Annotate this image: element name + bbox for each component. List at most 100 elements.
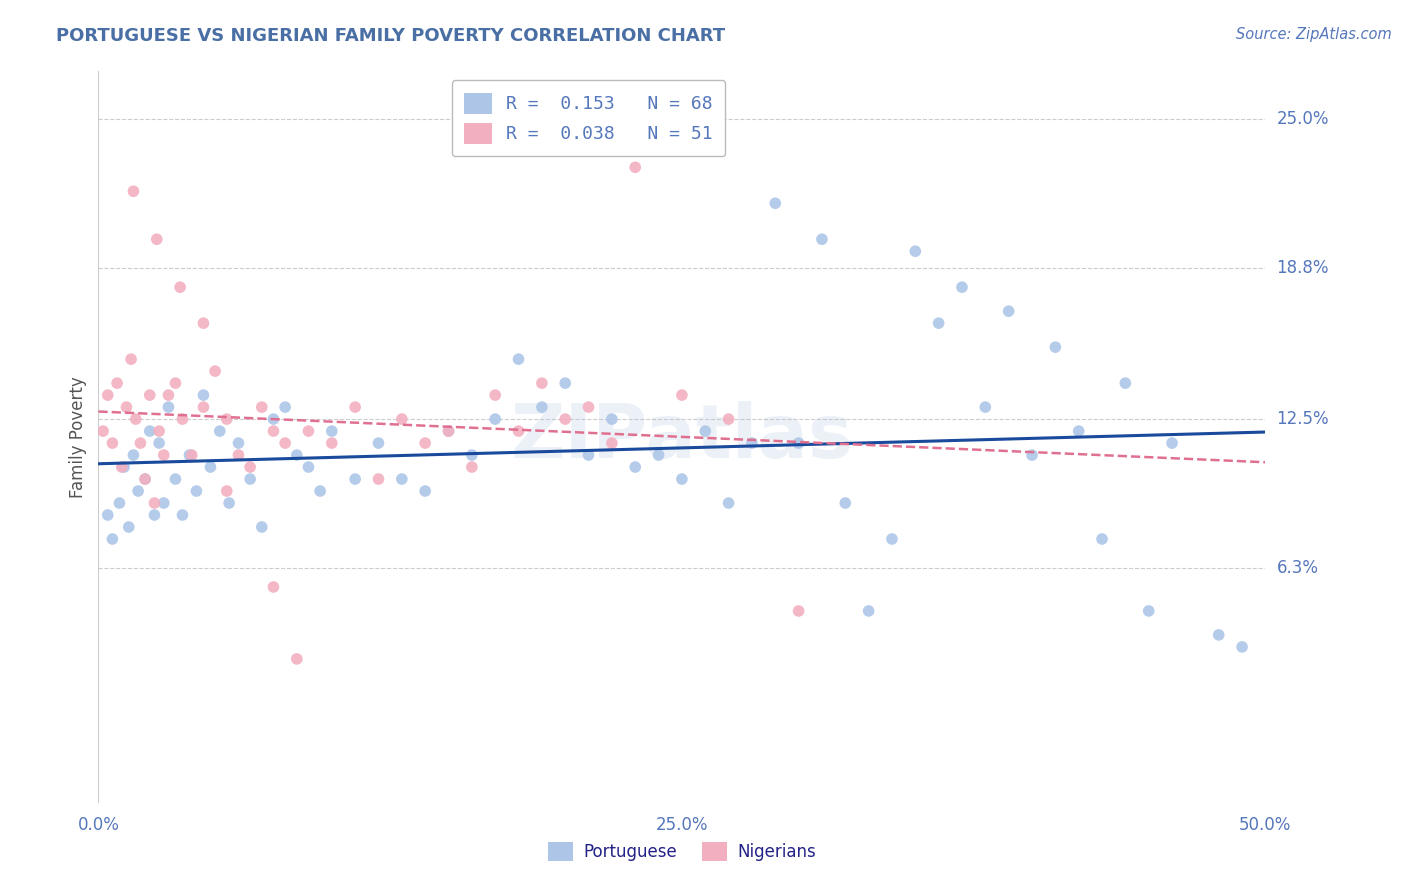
- Point: [695, 424, 717, 438]
- Point: [139, 388, 162, 402]
- Point: [600, 436, 623, 450]
- Text: 18.8%: 18.8%: [1277, 259, 1329, 277]
- Point: [554, 412, 576, 426]
- Point: [228, 436, 250, 450]
- Point: [250, 520, 273, 534]
- Point: [321, 436, 343, 450]
- Point: [108, 496, 131, 510]
- Point: [1021, 448, 1043, 462]
- Point: [297, 424, 319, 438]
- Point: [344, 400, 367, 414]
- Point: [91, 424, 114, 438]
- Legend: Portuguese, Nigerians: Portuguese, Nigerians: [541, 835, 823, 868]
- Point: [215, 483, 238, 498]
- Point: [1161, 436, 1184, 450]
- Point: [118, 520, 141, 534]
- Point: [120, 352, 142, 367]
- Point: [1230, 640, 1253, 654]
- Point: [671, 388, 693, 402]
- Point: [111, 460, 134, 475]
- Point: [484, 412, 506, 426]
- Point: [858, 604, 880, 618]
- Point: [717, 496, 740, 510]
- Point: [950, 280, 973, 294]
- Point: [250, 400, 273, 414]
- Point: [193, 316, 215, 330]
- Point: [274, 436, 297, 450]
- Point: [274, 400, 297, 414]
- Point: [309, 483, 332, 498]
- Point: [101, 436, 124, 450]
- Point: [179, 448, 201, 462]
- Point: [578, 400, 600, 414]
- Point: [262, 580, 284, 594]
- Point: [97, 388, 120, 402]
- Point: [624, 460, 647, 475]
- Point: [186, 483, 208, 498]
- Point: [134, 472, 156, 486]
- Point: [437, 424, 460, 438]
- Point: [391, 412, 413, 426]
- Point: [974, 400, 997, 414]
- Point: [285, 448, 308, 462]
- Point: [105, 376, 128, 391]
- Point: [554, 376, 576, 391]
- Point: [112, 460, 135, 475]
- Point: [413, 483, 436, 498]
- Point: [787, 604, 810, 618]
- Point: [880, 532, 903, 546]
- Point: [508, 424, 530, 438]
- Point: [344, 472, 367, 486]
- Y-axis label: Family Poverty: Family Poverty: [69, 376, 87, 498]
- Point: [143, 508, 166, 522]
- Point: [904, 244, 927, 259]
- Point: [530, 376, 553, 391]
- Point: [172, 508, 194, 522]
- Point: [508, 352, 530, 367]
- Point: [461, 448, 484, 462]
- Point: [143, 496, 166, 510]
- Point: [787, 436, 810, 450]
- Point: [262, 424, 284, 438]
- Point: [530, 400, 553, 414]
- Point: [391, 472, 413, 486]
- Point: [115, 400, 138, 414]
- Point: [152, 496, 174, 510]
- Text: 12.5%: 12.5%: [1277, 410, 1329, 428]
- Point: [165, 472, 187, 486]
- Point: [367, 436, 389, 450]
- Point: [172, 412, 194, 426]
- Point: [139, 424, 162, 438]
- Point: [1114, 376, 1136, 391]
- Point: [1067, 424, 1090, 438]
- Point: [647, 448, 669, 462]
- Point: [671, 472, 693, 486]
- Point: [484, 388, 506, 402]
- Point: [152, 448, 174, 462]
- Point: [763, 196, 786, 211]
- Point: [1091, 532, 1114, 546]
- Point: [208, 424, 231, 438]
- Point: [122, 184, 145, 198]
- Point: [148, 424, 170, 438]
- Point: [321, 424, 343, 438]
- Point: [262, 412, 284, 426]
- Point: [157, 388, 180, 402]
- Point: [997, 304, 1019, 318]
- Point: [285, 652, 308, 666]
- Point: [129, 436, 152, 450]
- Point: [204, 364, 226, 378]
- Point: [125, 412, 148, 426]
- Point: [1208, 628, 1230, 642]
- Text: Source: ZipAtlas.com: Source: ZipAtlas.com: [1236, 27, 1392, 42]
- Text: 25.0%: 25.0%: [1277, 111, 1329, 128]
- Point: [239, 460, 262, 475]
- Point: [413, 436, 436, 450]
- Text: ZIPatlas: ZIPatlas: [510, 401, 853, 474]
- Point: [741, 436, 763, 450]
- Point: [437, 424, 460, 438]
- Point: [228, 448, 250, 462]
- Point: [180, 448, 202, 462]
- Text: 6.3%: 6.3%: [1277, 558, 1319, 577]
- Point: [461, 460, 484, 475]
